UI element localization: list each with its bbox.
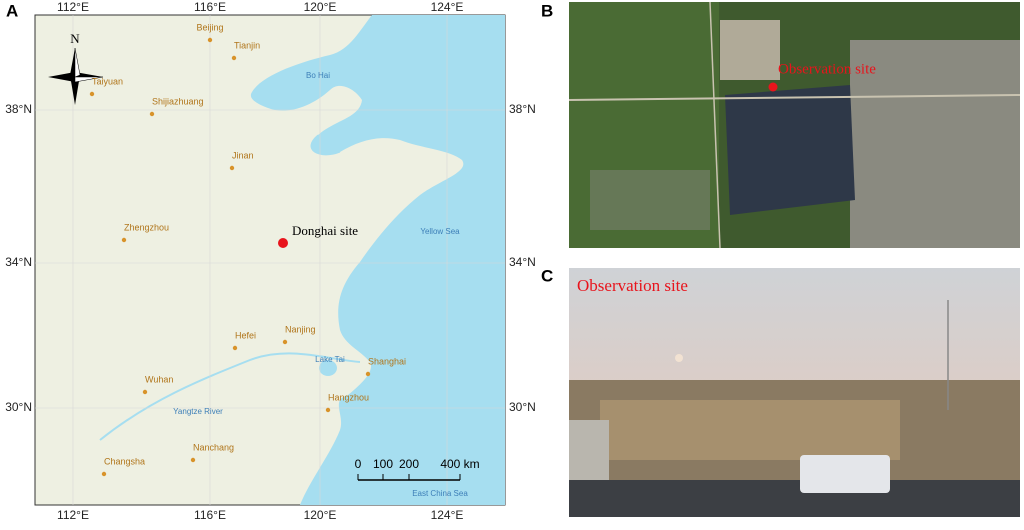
scale-label: 200: [399, 457, 419, 471]
site-label: Observation site: [577, 276, 688, 295]
compass: [48, 47, 104, 105]
graticule: [35, 15, 505, 505]
place-marker: [89, 91, 95, 97]
place-label: Zhengzhou: [124, 222, 169, 232]
north-label: N: [70, 31, 80, 46]
place-label: Taiyuan: [92, 76, 123, 86]
lon-label: 124°E: [431, 0, 464, 14]
place-marker: [142, 389, 148, 395]
place-label: Changsha: [104, 456, 145, 466]
map: 112°E 116°E 120°E 124°E 112°E 116°E 120°…: [5, 0, 536, 522]
place-marker: [282, 339, 288, 345]
panel-label: C: [541, 266, 553, 285]
place-marker: [190, 457, 196, 463]
lon-label: 116°E: [194, 508, 226, 522]
panel-label: B: [541, 1, 553, 20]
lon-label: 120°E: [304, 0, 337, 14]
place-label: Beijing: [196, 22, 223, 32]
scale-bar: 0 100 200 400 km: [355, 457, 480, 481]
panel-label: A: [6, 1, 18, 20]
lake: [319, 360, 337, 376]
lon-label: 112°E: [57, 508, 89, 522]
place-marker: [121, 237, 127, 243]
lat-label: 38°N: [509, 102, 536, 116]
place-label: Nanchang: [193, 442, 234, 452]
site-marker: [278, 238, 288, 248]
lat-label: 30°N: [5, 400, 32, 414]
lat-label: 30°N: [509, 400, 536, 414]
site-label: Observation site: [778, 61, 876, 77]
lat-label: 38°N: [5, 102, 32, 116]
scale-label: 400 km: [440, 457, 479, 471]
place-label: Lake Tai: [315, 355, 345, 364]
place-label: Tianjin: [234, 40, 260, 50]
scale-label: 100: [373, 457, 393, 471]
lon-label: 112°E: [57, 0, 89, 14]
place-marker: [229, 165, 235, 171]
place-marker: [232, 345, 238, 351]
place-label: Bo Hai: [306, 71, 330, 80]
lat-label: 34°N: [5, 255, 32, 269]
place-marker: [231, 55, 237, 61]
lon-label: 120°E: [304, 508, 337, 522]
place-marker: [325, 407, 331, 413]
places: Beijing Tianjin Bo Hai Taiyuan Shijiazhuang J…: [89, 22, 468, 498]
place-label: Jinan: [232, 150, 254, 160]
place-label: Shijiazhuang: [152, 96, 204, 106]
place-marker: [101, 471, 107, 477]
place-label: Yellow Sea: [420, 227, 460, 236]
lon-label: 116°E: [194, 0, 226, 14]
place-marker: [365, 371, 371, 377]
place-label: Wuhan: [145, 374, 173, 384]
place-label: Hefei: [235, 330, 256, 340]
place-label: Shanghai: [368, 356, 406, 366]
satellite-image: [568, 1, 1021, 249]
place-label: Yangtze River: [173, 407, 223, 416]
place-marker: [207, 37, 213, 43]
place-label: Nanjing: [285, 324, 316, 334]
site-label: Donghai site: [292, 223, 358, 238]
place-label: Hangzhou: [328, 392, 369, 402]
place-marker: [149, 111, 155, 117]
scale-label: 0: [355, 457, 362, 471]
place-label: East China Sea: [412, 489, 468, 498]
photo: [569, 268, 1020, 517]
lon-label: 124°E: [431, 508, 464, 522]
sea: [250, 15, 505, 505]
river: [99, 352, 361, 441]
lat-label: 34°N: [509, 255, 536, 269]
coast: [310, 134, 341, 156]
